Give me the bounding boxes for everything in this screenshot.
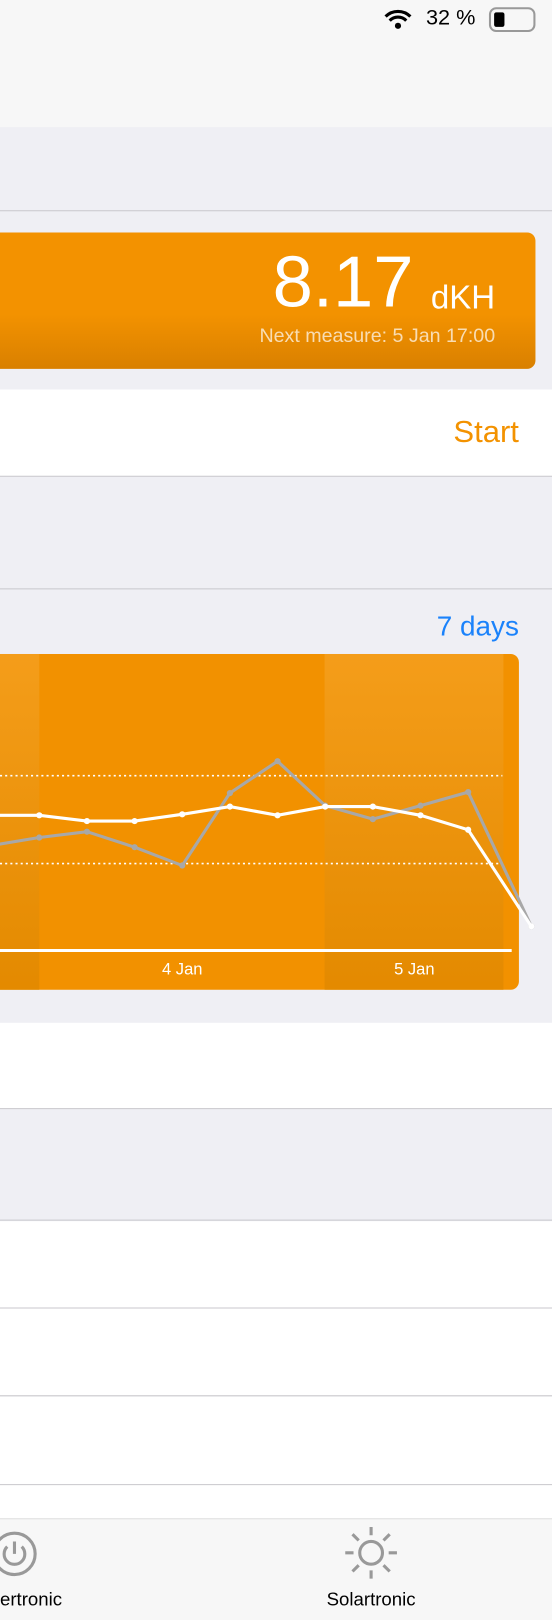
row — [0, 1022, 552, 1109]
chart-band — [324, 653, 504, 990]
measurement-value: 8.17 — [273, 242, 414, 322]
point — [131, 817, 138, 825]
point — [369, 803, 376, 810]
measurement-unit: dKH — [431, 279, 495, 316]
point — [322, 803, 329, 810]
point — [179, 811, 186, 818]
point — [179, 862, 186, 869]
point — [274, 758, 281, 765]
measurement-card — [0, 232, 536, 369]
point — [274, 812, 281, 819]
point — [36, 812, 43, 819]
wifi-icon — [384, 9, 412, 22]
battery-level: 32 % — [426, 4, 475, 29]
tab-label[interactable]: Solartronic — [327, 1588, 416, 1609]
sun-rays — [345, 1527, 397, 1579]
power-icon[interactable] — [0, 1531, 37, 1577]
range-button[interactable]: 7 days — [437, 611, 519, 642]
battery-icon — [488, 7, 536, 33]
tab-bar — [0, 1518, 552, 1620]
next-measure: Next measure: 5 Jan 17:00 — [259, 325, 495, 347]
x-tick-label: 5 Jan — [394, 960, 434, 979]
start-row[interactable] — [0, 389, 552, 477]
point — [226, 803, 233, 810]
point — [465, 789, 472, 796]
point — [83, 817, 91, 825]
x-tick-label: 4 Jan — [162, 960, 202, 979]
battery-fill — [494, 12, 505, 27]
start-button[interactable]: Start — [453, 414, 519, 449]
point — [131, 844, 138, 851]
point — [36, 834, 43, 841]
point — [83, 828, 91, 835]
series-line — [0, 759, 533, 928]
point — [417, 812, 424, 819]
point — [417, 802, 424, 809]
point — [465, 826, 472, 833]
chart: 4 Jan 5 Jan — [0, 653, 535, 990]
series-line — [0, 805, 533, 928]
nav-bar — [0, 0, 552, 128]
sun-icon[interactable] — [358, 1539, 385, 1566]
chart-band — [0, 653, 40, 990]
tab-label[interactable]: ertronic — [0, 1588, 62, 1609]
list — [0, 1221, 552, 1519]
power-glyph — [2, 1541, 27, 1566]
point — [369, 816, 376, 823]
point — [528, 923, 535, 930]
wifi-dot — [394, 22, 402, 29]
point — [226, 789, 233, 797]
